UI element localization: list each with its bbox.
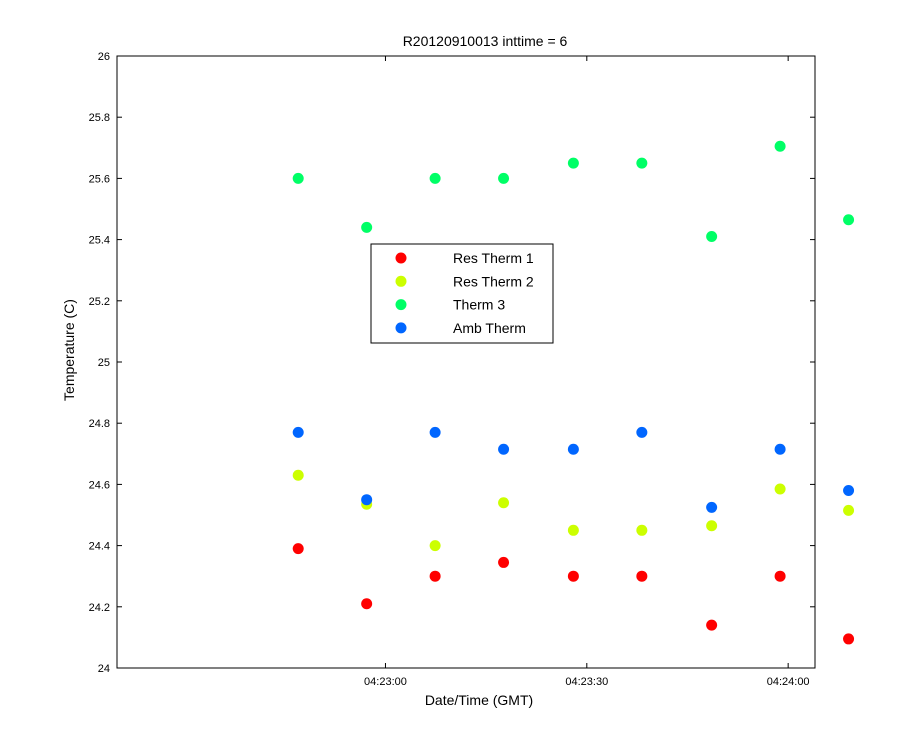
point-res-therm-1 [567, 570, 579, 582]
y-tick-label: 24.4 [89, 541, 110, 553]
legend-marker-res-therm-1 [395, 252, 407, 264]
point-amb-therm [567, 443, 579, 455]
point-amb-therm [706, 501, 718, 513]
x-tick-label: 04:23:00 [364, 676, 407, 688]
chart-title: R20120910013 inttime = 6 [403, 33, 568, 49]
point-amb-therm [774, 443, 786, 455]
point-therm-3 [361, 221, 373, 233]
y-axis: 24 24.2 24.4 24.6 24.8 25 25.2 25.4 25.6 25.8 26 [89, 51, 815, 675]
legend-marker-therm-3 [395, 299, 407, 311]
point-res-therm-1 [361, 598, 373, 610]
y-tick-label: 25.8 [89, 112, 110, 124]
legend-label-amb-therm: Amb Therm [453, 320, 526, 336]
point-res-therm-2 [843, 504, 855, 516]
point-res-therm-2 [429, 540, 441, 552]
y-tick-label: 24.6 [89, 479, 110, 491]
x-tick-label: 04:24:00 [767, 676, 810, 688]
point-res-therm-1 [292, 543, 304, 555]
point-res-therm-1 [636, 570, 648, 582]
point-res-therm-1 [498, 556, 510, 568]
point-amb-therm [636, 426, 648, 438]
point-res-therm-2 [567, 524, 579, 536]
point-amb-therm [843, 485, 855, 497]
y-tick-label: 25 [98, 357, 110, 369]
point-therm-3 [774, 140, 786, 152]
point-therm-3 [567, 157, 579, 169]
y-tick-label: 24.8 [89, 418, 110, 430]
point-therm-3 [429, 172, 441, 184]
point-res-therm-2 [292, 469, 304, 481]
y-tick-label: 24.2 [89, 602, 110, 614]
legend-label-therm-3: Therm 3 [453, 297, 505, 313]
point-res-therm-2 [774, 483, 786, 495]
point-therm-3 [498, 172, 510, 184]
legend-label-res-therm-2: Res Therm 2 [453, 273, 534, 289]
point-amb-therm [429, 426, 441, 438]
point-amb-therm [498, 443, 510, 455]
point-therm-3 [636, 157, 648, 169]
x-axis: 04:23:00 04:23:30 04:24:00 [364, 56, 810, 688]
point-res-therm-2 [706, 520, 718, 532]
y-tick-label: 25.6 [89, 173, 110, 185]
y-axis-label: Temperature (C) [61, 299, 77, 401]
point-res-therm-1 [706, 619, 718, 631]
y-tick-label: 26 [98, 51, 110, 63]
legend-marker-amb-therm [395, 322, 407, 334]
legend: Res Therm 1 Res Therm 2 Therm 3 Amb Therm [370, 243, 554, 344]
point-therm-3 [706, 231, 718, 243]
legend-marker-res-therm-2 [395, 275, 407, 287]
point-therm-3 [843, 214, 855, 226]
legend-label-res-therm-1: Res Therm 1 [453, 250, 534, 266]
point-therm-3 [292, 172, 304, 184]
x-tick-label: 04:23:30 [565, 676, 608, 688]
point-res-therm-1 [429, 570, 441, 582]
y-tick-label: 24 [98, 663, 110, 675]
y-tick-label: 25.2 [89, 296, 110, 308]
y-tick-label: 25.4 [89, 235, 110, 247]
x-axis-label: Date/Time (GMT) [425, 692, 533, 708]
point-res-therm-1 [843, 633, 855, 645]
point-amb-therm [361, 494, 373, 506]
plot-area [116, 55, 816, 669]
data-points [292, 140, 855, 645]
point-res-therm-2 [498, 497, 510, 509]
point-res-therm-2 [636, 524, 648, 536]
point-amb-therm [292, 426, 304, 438]
point-res-therm-1 [774, 570, 786, 582]
